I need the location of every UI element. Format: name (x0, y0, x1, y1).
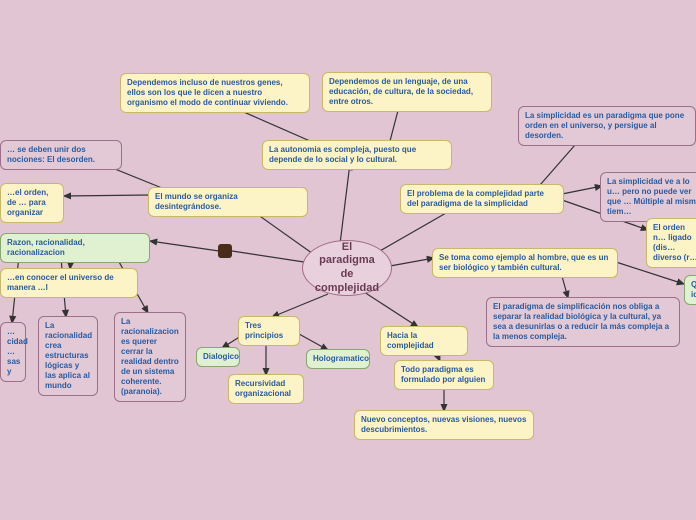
node-orden_para: …el orden, de … para organizar (0, 183, 64, 223)
node-genes: Dependemos incluso de nuestros genes, el… (120, 73, 310, 113)
node-tres: Tres principios (238, 316, 300, 346)
node-nociones: … se deben unir dos nociones: El desorde… (0, 140, 122, 170)
node-mundo: El mundo se organiza desintegrándose. (148, 187, 308, 217)
node-simplicidad_ve: La simplicidad ve a lo u… pero no puede … (600, 172, 696, 222)
node-recursividad: Recursividad organizacional (228, 374, 304, 404)
node-dialogico: Dialogico (196, 347, 240, 367)
connector-square (218, 244, 232, 258)
center-node: El paradigma de complejidad (302, 240, 392, 296)
node-nuevos: Nuevo conceptos, nuevas visiones, nuevos… (354, 410, 534, 440)
node-hacia: Hacia la complejidad (380, 326, 468, 356)
node-conocer: …en conocer el universo de manera …l (0, 268, 138, 298)
node-hologramatico: Hologramatico (306, 349, 370, 369)
node-razon: Razon, racionalidad, racionalizacion (0, 233, 150, 263)
node-autonomia: La autonomia es compleja, puesto que dep… (262, 140, 452, 170)
node-paradigma_simpl: El paradigma de simplificación nos oblig… (486, 297, 680, 347)
node-lenguaje: Dependemos de un lenguaje, de una educac… (322, 72, 492, 112)
node-simplicidad_orden: La simplicidad es un paradigma que pone … (518, 106, 696, 146)
node-qu_id: Qu… id… (684, 275, 696, 305)
node-cidad: …cidad …sas y (0, 322, 26, 382)
node-orden_ligado: El orden n… ligado (dis… diverso (r… (646, 218, 696, 268)
node-racionalidad: La racionalidad crea estructuras lógicas… (38, 316, 98, 396)
node-todo: Todo paradigma es formulado por alguien (394, 360, 494, 390)
node-racionalizacion: La racionalizacion es querer cerrar la r… (114, 312, 186, 402)
node-problema: El problema de la complejidad parte del … (400, 184, 564, 214)
node-ejemplo: Se toma como ejemplo al hombre, que es u… (432, 248, 618, 278)
